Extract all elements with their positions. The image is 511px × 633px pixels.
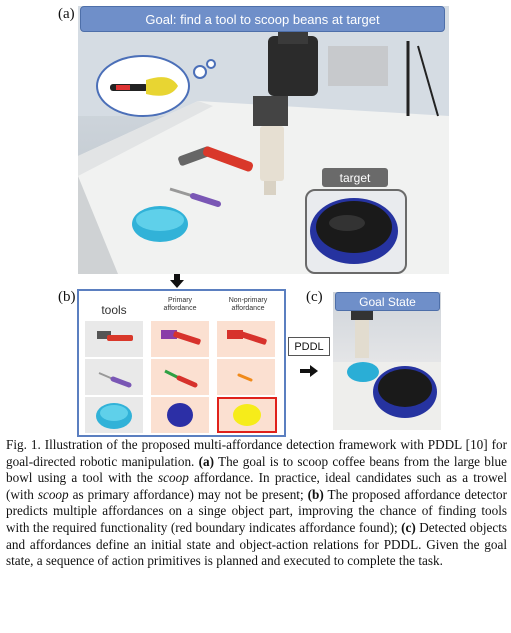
primary-affordance-hammer (151, 321, 209, 357)
knife-primary-mask-icon (164, 369, 198, 388)
caption-text-6: Detected objects and affordances define … (6, 519, 507, 569)
knife-icon (169, 187, 221, 207)
caption-a-label: (a) (198, 453, 214, 469)
arrow-down-icon (170, 274, 184, 288)
panel-label-c: (c) (306, 289, 323, 305)
bowl-non-primary-mask-icon (233, 404, 261, 426)
panel-b-affordance-table: tools Primary affordance Non-primary aff… (77, 289, 286, 437)
caption-scoop-2: scoop (37, 486, 69, 502)
caption-text-2: The goal is to scoop coffee beans from t… (6, 453, 507, 486)
panel-c-photo (333, 292, 441, 430)
hammer-primary-mask-icon (161, 330, 201, 345)
goal-state-banner: Goal State (335, 292, 440, 311)
hammer-icon (97, 331, 133, 341)
column-header-tools: tools (101, 303, 127, 317)
non-primary-affordance-knife (217, 359, 275, 395)
target-label: target (322, 168, 388, 187)
bowl-primary-mask-icon (167, 403, 193, 427)
tool-cell-bowl (85, 397, 143, 433)
goal-banner: Goal: find a tool to scoop beans at targ… (80, 6, 445, 32)
panel-label-b: (b) (58, 289, 76, 305)
thought-cloud-icon (96, 55, 216, 117)
caption-text-1: Illustration of the proposed multi-affor… (6, 437, 507, 469)
knife-non-primary-mask-icon (237, 373, 253, 382)
small-bowl-icon (132, 206, 188, 242)
caption-text-5: The proposed affordance detector predict… (6, 486, 507, 535)
primary-affordance-knife (151, 359, 209, 395)
caption-text-3: affordance. In practice, ideal candidate… (6, 470, 507, 502)
caption-scoop-1: scoop (158, 470, 189, 486)
caption-b-label: (b) (307, 486, 324, 502)
column-header-primary: Primary affordance (163, 297, 197, 312)
hammer-non-primary-mask-icon (227, 330, 267, 345)
tool-cell-hammer (85, 321, 143, 357)
pddl-label: PDDL (288, 337, 330, 356)
non-primary-affordance-hammer (217, 321, 275, 357)
hammer-icon (178, 146, 254, 172)
caption-c-label: (c) (401, 519, 416, 535)
column-header-non-primary: Non-primary affordance (228, 297, 268, 312)
arrow-right-icon (300, 365, 318, 377)
caption-label: Fig. 1. (6, 437, 41, 452)
goal-state-scene-illustration (333, 306, 441, 430)
knife-icon (98, 372, 132, 388)
non-primary-affordance-bowl-found (217, 397, 277, 433)
bean-bowl-icon (310, 198, 398, 264)
primary-affordance-bowl (151, 397, 209, 433)
target-inset (305, 189, 407, 274)
caption-text-4: as primary affordance) may not be presen… (68, 486, 308, 502)
figure-caption: Fig. 1. Illustration of the proposed mul… (6, 437, 507, 570)
panel-label-a: (a) (58, 6, 75, 22)
bowl-icon (96, 403, 132, 429)
tool-cell-knife (85, 359, 143, 395)
